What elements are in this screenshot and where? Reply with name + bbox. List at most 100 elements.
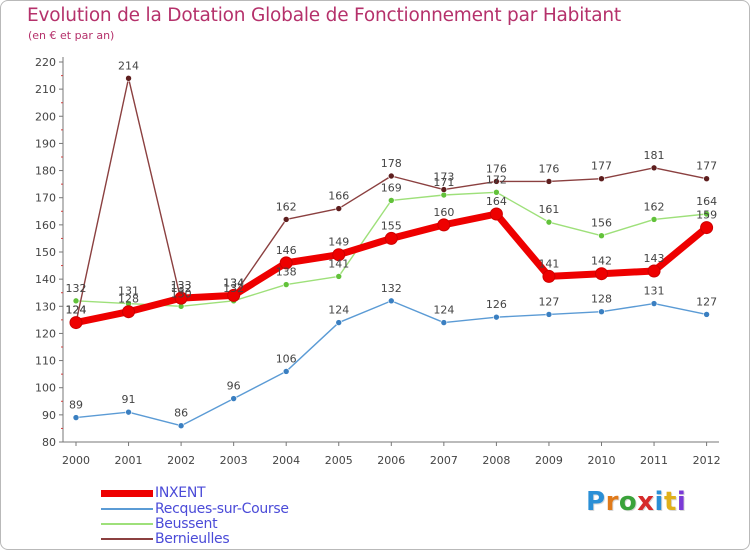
data-point-beussent xyxy=(545,218,553,226)
y-tick-label: 90 xyxy=(42,409,56,422)
data-point-beussent xyxy=(598,232,605,240)
y-tick-label: 80 xyxy=(42,436,56,449)
legend-label-inxent: INXENT xyxy=(155,485,206,501)
data-label-bernieulles: 173 xyxy=(433,171,454,184)
y-tick-label: 110 xyxy=(35,355,56,368)
y-tick-label: 100 xyxy=(35,382,56,395)
x-tick-label: 2011 xyxy=(640,454,668,467)
data-label-inxent: 155 xyxy=(381,219,402,232)
data-label-inxent: 128 xyxy=(118,293,139,306)
y-tick-label: 190 xyxy=(35,137,56,150)
data-point-bernieulles xyxy=(282,216,290,223)
data-point-recques-sur-course xyxy=(230,395,237,402)
data-point-inxent xyxy=(700,221,714,235)
data-point-inxent xyxy=(122,305,136,319)
data-label-bernieulles: 134 xyxy=(223,276,244,289)
data-point-beussent xyxy=(650,216,658,223)
data-label-beussent: 132 xyxy=(66,282,87,295)
data-label-beussent: 130 xyxy=(171,287,192,300)
data-label-bernieulles: 177 xyxy=(696,160,717,173)
legend-item-bernieulles: Bernieulles xyxy=(101,531,230,547)
data-point-recques-sur-course xyxy=(650,300,658,307)
data-label-recques-sur-course: 89 xyxy=(69,399,83,412)
x-tick-label: 2000 xyxy=(62,454,90,467)
x-tick-label: 2010 xyxy=(588,454,616,467)
data-point-beussent xyxy=(493,188,500,196)
x-tick-label: 2002 xyxy=(167,454,195,467)
legend-label-bernieulles: Bernieulles xyxy=(155,531,230,547)
data-label-bernieulles: 181 xyxy=(644,149,665,162)
logo-letter: o xyxy=(618,487,638,517)
data-point-inxent xyxy=(595,267,608,281)
data-label-beussent: 164 xyxy=(696,195,717,208)
data-label-inxent: 160 xyxy=(433,206,454,219)
data-label-beussent: 156 xyxy=(591,217,612,230)
y-tick-label: 210 xyxy=(35,83,56,96)
data-label-bernieulles: 177 xyxy=(591,160,612,173)
data-point-beussent xyxy=(703,210,710,218)
legend-item-recques-sur-course: Recques-sur-Course xyxy=(101,501,289,517)
data-label-recques-sur-course: 131 xyxy=(644,285,665,298)
data-point-bernieulles xyxy=(335,205,343,212)
legend-item-beussent: Beussent xyxy=(101,516,218,532)
data-label-recques-sur-course: 126 xyxy=(486,298,507,311)
data-point-bernieulles xyxy=(598,175,605,183)
data-point-beussent xyxy=(282,281,290,288)
data-label-recques-sur-course: 127 xyxy=(538,295,559,308)
data-label-inxent: 124 xyxy=(66,304,87,317)
data-point-inxent xyxy=(69,316,83,330)
y-tick-label: 170 xyxy=(35,192,56,205)
legend-swatch-bernieulles xyxy=(101,538,153,540)
data-label-beussent: 132 xyxy=(223,282,244,295)
y-tick-label: 180 xyxy=(35,165,56,178)
data-label-beussent: 171 xyxy=(433,176,454,189)
data-point-inxent xyxy=(227,288,241,302)
data-label-inxent: 149 xyxy=(328,236,349,249)
data-point-inxent xyxy=(437,218,451,232)
x-tick-label: 2008 xyxy=(482,454,510,467)
data-label-beussent: 131 xyxy=(118,285,139,298)
x-tick-label: 2005 xyxy=(325,454,353,467)
data-point-bernieulles xyxy=(650,164,658,172)
data-label-beussent: 161 xyxy=(538,203,559,216)
data-label-bernieulles: 162 xyxy=(276,200,297,213)
x-tick-label: 2012 xyxy=(693,454,721,467)
data-label-recques-sur-course: 96 xyxy=(227,380,241,393)
data-point-inxent xyxy=(647,264,661,278)
data-label-beussent: 169 xyxy=(381,181,402,194)
logo-letter: r xyxy=(605,487,619,517)
data-label-inxent: 133 xyxy=(171,279,192,292)
x-tick-label: 2003 xyxy=(220,454,248,467)
data-label-recques-sur-course: 106 xyxy=(276,352,297,365)
logo-letter: t xyxy=(663,487,677,517)
data-label-inxent: 134 xyxy=(223,276,244,289)
data-label-recques-sur-course: 124 xyxy=(328,304,349,317)
data-point-beussent xyxy=(335,273,343,280)
chart-title: Evolution de la Dotation Globale de Fonc… xyxy=(27,5,621,26)
data-label-recques-sur-course: 86 xyxy=(174,407,188,420)
data-label-bernieulles: 176 xyxy=(538,162,559,175)
legend-swatch-beussent xyxy=(101,523,153,525)
data-label-recques-sur-course: 124 xyxy=(433,304,454,317)
data-label-beussent: 141 xyxy=(328,257,349,270)
data-point-beussent xyxy=(72,297,80,305)
data-point-bernieulles xyxy=(440,186,448,193)
proxiti-logo: Proxiti xyxy=(586,487,686,517)
data-label-bernieulles: 132 xyxy=(171,282,192,295)
data-point-inxent xyxy=(542,269,556,283)
y-tick-label: 130 xyxy=(35,300,56,313)
y-tick-label: 200 xyxy=(35,110,56,123)
x-tick-label: 2004 xyxy=(272,454,300,467)
x-tick-label: 2006 xyxy=(377,454,405,467)
data-point-beussent xyxy=(387,197,395,204)
y-tick-label: 140 xyxy=(35,273,56,286)
logo-letter: P xyxy=(586,487,606,517)
data-label-recques-sur-course: 127 xyxy=(696,295,717,308)
data-point-recques-sur-course xyxy=(598,308,605,316)
data-point-recques-sur-course xyxy=(177,422,185,430)
data-label-bernieulles: 176 xyxy=(486,162,507,175)
x-tick-label: 2007 xyxy=(430,454,458,467)
y-tick-label: 160 xyxy=(35,219,56,232)
data-point-recques-sur-course xyxy=(387,297,395,305)
